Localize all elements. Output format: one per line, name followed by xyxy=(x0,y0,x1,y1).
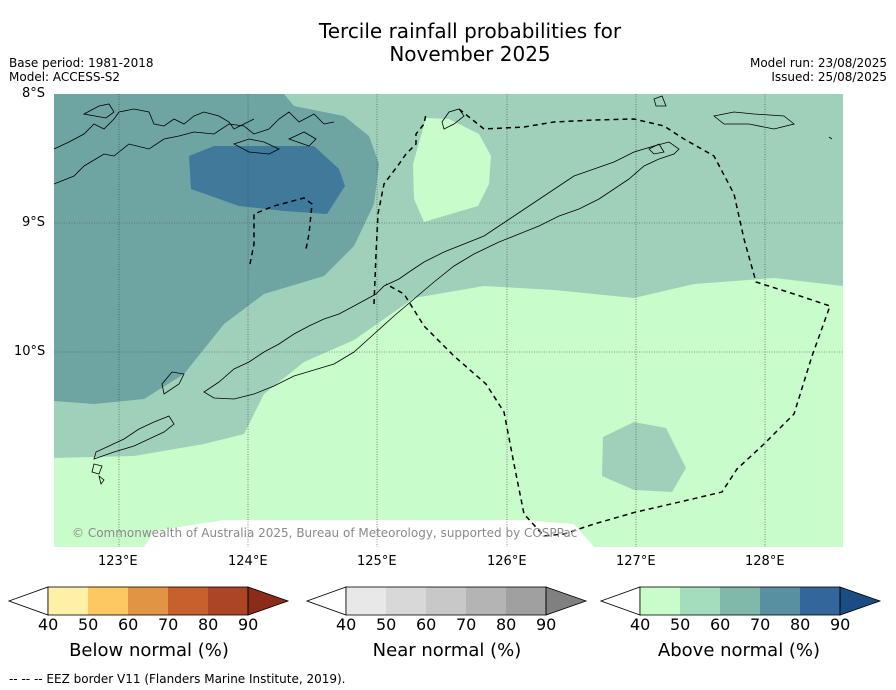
colorbar-tick-label: 40 xyxy=(336,615,357,634)
colorbar-tick-label: 70 xyxy=(158,615,179,634)
colorbar-segment xyxy=(346,587,386,615)
colorbar-tick-label: 50 xyxy=(670,615,691,634)
eez-border xyxy=(249,108,831,537)
colorbar-arrow-low xyxy=(8,586,49,616)
colorbar-arrow-low xyxy=(600,586,641,616)
lon-label-124e: 124°E xyxy=(228,554,268,569)
colorbar-tick-label: 80 xyxy=(496,615,517,634)
lon-label-126e: 126°E xyxy=(487,554,527,569)
map-title: Tercile rainfall probabilities for Novem… xyxy=(0,20,896,66)
colorbar-arrow-high xyxy=(545,586,588,616)
lat-label-8s: 8°S xyxy=(22,86,46,101)
model-name: Model: ACCESS-S2 xyxy=(9,70,121,84)
copyright-notice: © Commonwealth of Australia 2025, Bureau… xyxy=(72,526,578,540)
colorbar-border xyxy=(47,586,249,616)
lon-label-127e: 127°E xyxy=(616,554,656,569)
colorbar-segment xyxy=(48,587,88,615)
title-line-2: November 2025 xyxy=(389,42,551,66)
colorbar-tick-label: 90 xyxy=(536,615,557,634)
colorbar-tick-label: 50 xyxy=(78,615,99,634)
colorbar-tick-label: 70 xyxy=(456,615,477,634)
colorbar-tick-label: 50 xyxy=(376,615,397,634)
colorbar-segment xyxy=(208,587,248,615)
colorbar-segment xyxy=(386,587,426,615)
colorbar-arrow-high xyxy=(247,586,290,616)
colorbar-segment xyxy=(88,587,128,615)
colorbar-tick-label: 90 xyxy=(830,615,851,634)
colorbar-tick-label: 60 xyxy=(416,615,437,634)
colorbar-arrow-high xyxy=(839,586,882,616)
colorbar-segment xyxy=(640,587,680,615)
below-normal-colorbar xyxy=(8,586,290,616)
issued-date: Issued: 25/08/2025 xyxy=(771,70,887,84)
below-normal-label: Below normal (%) xyxy=(69,640,229,661)
colorbar-border xyxy=(345,586,547,616)
eez-footnote: -- -- -- EEZ border V11 (Flanders Marine… xyxy=(9,672,346,686)
above-normal-70-80-area xyxy=(189,146,345,214)
colorbar-segment xyxy=(506,587,546,615)
colorbar-segment xyxy=(128,587,168,615)
lon-label-123e: 123°E xyxy=(98,554,138,569)
colorbar-tick-label: 60 xyxy=(118,615,139,634)
near-normal-label: Near normal (%) xyxy=(372,640,522,661)
colorbar-arrow-low xyxy=(306,586,347,616)
colorbar-segment xyxy=(760,587,800,615)
coastline xyxy=(54,95,833,485)
title-line-1: Tercile rainfall probabilities for xyxy=(318,19,622,43)
above-normal-50-60-patch xyxy=(602,422,686,492)
colorbar-tick-label: 90 xyxy=(238,615,259,634)
colorbar-tick-label: 70 xyxy=(750,615,771,634)
lat-label-10s: 10°S xyxy=(14,344,46,359)
model-info: Base period: 1981-2018 Model: ACCESS-S2 xyxy=(9,56,154,84)
colorbar-tick-label: 60 xyxy=(710,615,731,634)
graticule xyxy=(54,94,843,547)
colorbar-segment xyxy=(426,587,466,615)
above-normal-label: Above normal (%) xyxy=(657,640,821,661)
colorbar-segment xyxy=(168,587,208,615)
model-run-date: Model run: 23/08/2025 xyxy=(749,56,887,70)
above-normal-colorbar xyxy=(600,586,882,616)
colorbar-segment xyxy=(466,587,506,615)
above-normal-40-50-patch xyxy=(413,118,491,222)
no-data-area xyxy=(144,520,594,547)
colorbar-tick-label: 40 xyxy=(630,615,651,634)
run-info: Model run: 23/08/2025 Issued: 25/08/2025 xyxy=(750,56,887,84)
base-period: Base period: 1981-2018 xyxy=(9,56,154,70)
colorbar-tick-label: 40 xyxy=(38,615,59,634)
lon-label-125e: 125°E xyxy=(357,554,397,569)
lat-label-9s: 9°S xyxy=(22,215,46,230)
near-normal-colorbar xyxy=(306,586,588,616)
colorbar-border xyxy=(639,586,841,616)
colorbar-segment xyxy=(680,587,720,615)
colorbar-tick-label: 80 xyxy=(790,615,811,634)
lon-label-128e: 128°E xyxy=(745,554,785,569)
colorbar-segment xyxy=(800,587,840,615)
colorbar-segment xyxy=(720,587,760,615)
rainfall-map xyxy=(54,94,843,547)
colorbar-tick-label: 80 xyxy=(198,615,219,634)
